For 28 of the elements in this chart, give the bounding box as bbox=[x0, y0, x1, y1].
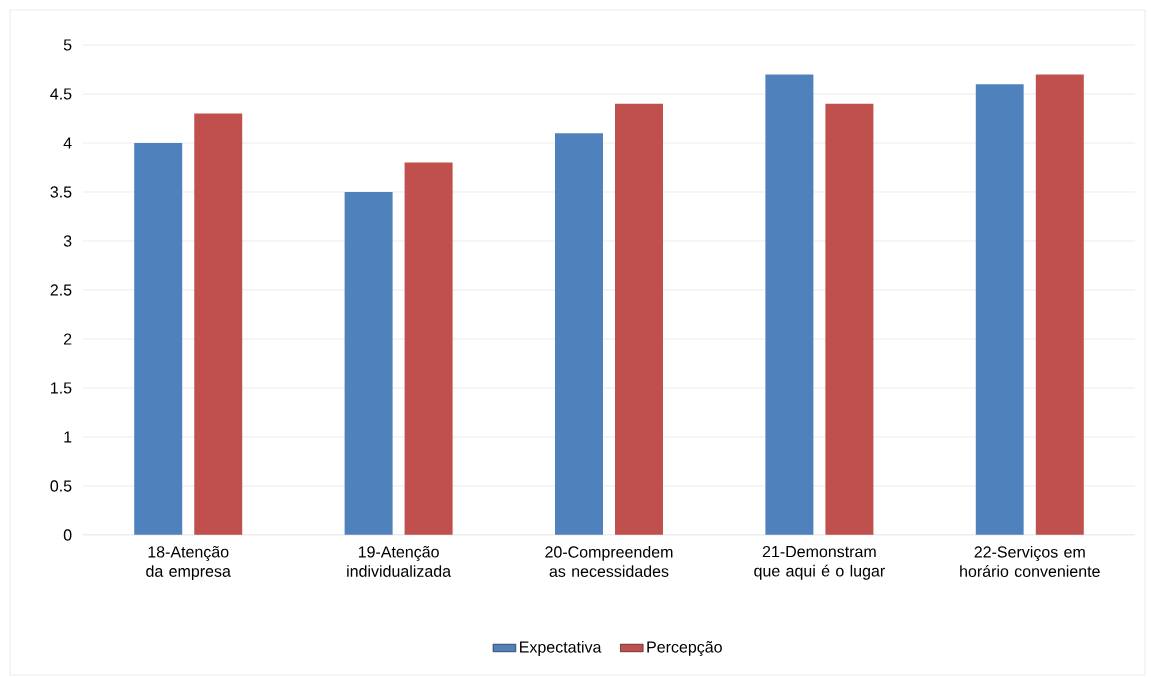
bar bbox=[615, 103, 663, 535]
bar bbox=[825, 103, 874, 535]
bar bbox=[404, 162, 453, 535]
y-tick-label: 3 bbox=[63, 235, 72, 247]
legend-label: Expectativa bbox=[520, 640, 602, 656]
bar bbox=[344, 192, 393, 535]
y-tick-label: 4.5 bbox=[50, 88, 72, 100]
x-tick-label: 20-Compreendem as necessidades bbox=[545, 545, 673, 577]
y-tick-label: 0.5 bbox=[50, 480, 72, 492]
x-tick-label: 19-Atenção individualizada bbox=[347, 545, 452, 577]
bar bbox=[555, 133, 604, 535]
y-tick-label: 1.5 bbox=[51, 382, 72, 394]
y-tick-label: 3.5 bbox=[50, 186, 72, 198]
y-tick-label: 2 bbox=[63, 333, 72, 345]
y-tick-label: 0 bbox=[63, 529, 72, 541]
bar bbox=[134, 143, 183, 535]
x-tick-label: 18-Atenção da empresa bbox=[146, 545, 231, 581]
bar bbox=[194, 113, 243, 535]
bar bbox=[975, 84, 1024, 535]
x-tick-label: 21-Demonstram que aqui é o lugar bbox=[754, 545, 885, 580]
bar bbox=[765, 74, 814, 535]
legend-label: Percepção bbox=[647, 641, 722, 656]
x-tick-label: 22-Serviços em horário conveniente bbox=[960, 545, 1100, 577]
y-tick-label: 2.5 bbox=[50, 284, 72, 296]
y-tick-label: 4 bbox=[63, 137, 72, 149]
y-tick-label: 5 bbox=[63, 39, 72, 51]
bar bbox=[1035, 74, 1084, 535]
y-tick-label: 1 bbox=[64, 431, 72, 443]
